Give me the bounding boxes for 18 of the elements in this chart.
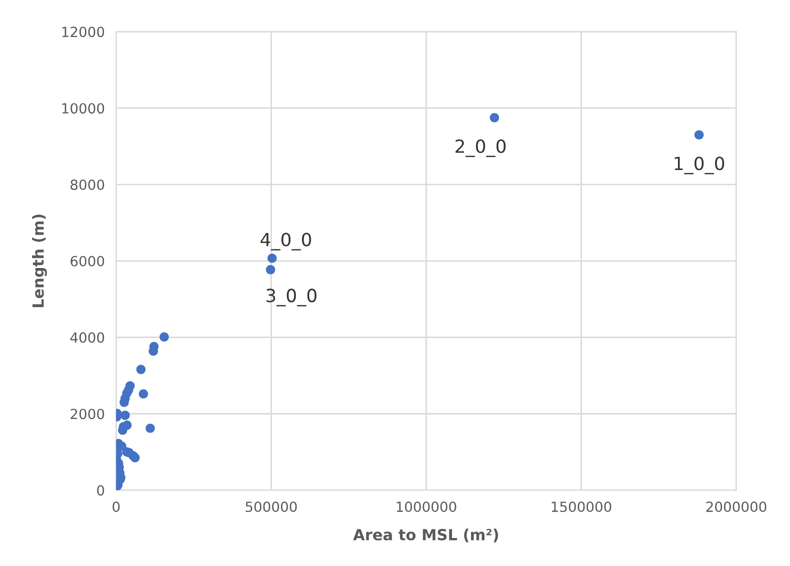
x-tick-label: 500000 [246, 502, 297, 512]
y-tick-label: 10000 [62, 103, 104, 114]
y-tick-label: 8000 [70, 179, 104, 190]
x-tick-label: 2000000 [706, 502, 766, 512]
x-tick-label: 1000000 [396, 502, 456, 512]
annotation: 2_0_0 [456, 139, 506, 158]
y-tick-label: 0 [97, 485, 104, 496]
y-axis-title: Length (m) [32, 214, 47, 308]
y-tick-label: 6000 [70, 256, 104, 266]
y-tick-label: 4000 [70, 332, 104, 343]
x-axis-title: Area to MSL (m²) [353, 528, 498, 542]
annotation: 1_0_0 [674, 156, 724, 174]
x-tick-label: 1500000 [552, 502, 612, 512]
annotation: 3_0_0 [266, 288, 316, 306]
annotation: 4_0_0 [260, 232, 312, 250]
x-tick-label: 0 [112, 502, 120, 512]
y-tick-label: 12000 [62, 26, 104, 38]
y-tick-label: 2000 [70, 408, 104, 420]
